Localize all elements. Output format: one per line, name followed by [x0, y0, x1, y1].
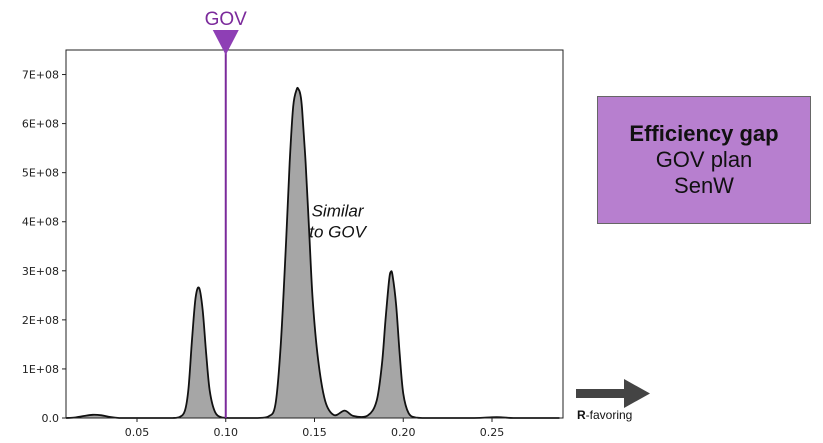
y-tick-label: 2E+08	[22, 314, 59, 327]
y-tick-label: 4E+08	[22, 216, 59, 229]
direction-label: R-favoring	[577, 408, 632, 422]
gov-marker-label: GOV	[205, 9, 248, 30]
right-arrow-icon	[576, 379, 650, 408]
y-tick-label: 7E+08	[22, 69, 59, 82]
axes: 0.05 0.10 0.15 0.20 0.25 0.0 1E+08 2E+08 3E+08 4E…	[22, 69, 504, 439]
x-tick-label: 0.05	[125, 426, 150, 439]
y-tick-label: 3E+08	[22, 265, 59, 278]
gov-marker-triangle	[212, 30, 239, 55]
direction-label-rest: -favoring	[586, 408, 633, 422]
annotation-line-2: to GOV	[309, 223, 367, 242]
info-box: Efficiency gap GOV plan SenW	[597, 96, 811, 224]
x-tick-label: 0.15	[302, 426, 327, 439]
y-tick-label: 0.0	[42, 412, 60, 425]
info-box-plan: GOV plan	[655, 147, 753, 172]
x-tick-label: 0.20	[391, 426, 416, 439]
density-fill	[66, 87, 560, 418]
info-box-title: Efficiency gap	[629, 121, 779, 146]
info-box-district: SenW	[674, 173, 734, 198]
x-tick-label: 0.25	[480, 426, 505, 439]
y-tick-label: 5E+08	[22, 167, 59, 180]
annotation-line-1: Similar	[312, 202, 365, 221]
gov-marker: GOV	[205, 9, 248, 418]
y-tick-label: 1E+08	[22, 363, 59, 376]
y-tick-label: 6E+08	[22, 118, 59, 131]
plot-area	[65, 86, 560, 419]
direction-label-bold: R	[577, 408, 586, 422]
x-tick-label: 0.10	[214, 426, 239, 439]
